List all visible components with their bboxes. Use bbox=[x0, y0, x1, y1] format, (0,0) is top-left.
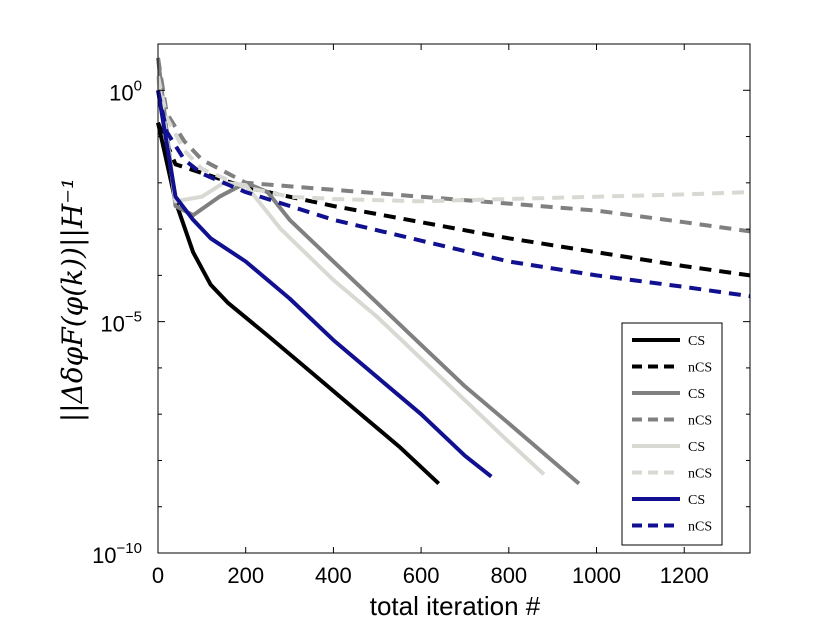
legend-label: nCS bbox=[688, 414, 712, 429]
legend: CS nCS CS nCS CS nCS CS nCS bbox=[621, 322, 723, 546]
y-tick-label: 100 bbox=[109, 77, 142, 105]
legend-label: nCS bbox=[688, 361, 712, 376]
x-tick-label: 0 bbox=[152, 563, 164, 588]
x-tick-label: 200 bbox=[227, 563, 264, 588]
legend-label: nCS bbox=[688, 520, 712, 535]
series-line-3-cs bbox=[156, 57, 581, 486]
series-line-4-ncs bbox=[156, 57, 751, 234]
axes-layer: 0 200 400 600 800 1000 1200 100 10−5 10−10 bbox=[92, 43, 751, 588]
y-tick-label: 10−10 bbox=[92, 540, 142, 568]
svg-text:||ΔδφF(φ(k))||H⁻¹: ||ΔδφF(φ(k))||H⁻¹ bbox=[56, 178, 89, 423]
series-line-7-cs bbox=[156, 89, 493, 479]
x-axis-label: total iteration # bbox=[370, 591, 541, 621]
legend-label: CS bbox=[688, 334, 705, 349]
legend-box bbox=[621, 322, 723, 546]
y-tick-label: 10−5 bbox=[100, 309, 142, 337]
x-tick-label: 1000 bbox=[572, 563, 621, 588]
legend-label: CS bbox=[688, 440, 705, 455]
legend-label: CS bbox=[688, 387, 705, 402]
series-line-8-ncs bbox=[156, 89, 751, 299]
legend-label: CS bbox=[688, 493, 705, 508]
axes-box bbox=[157, 43, 751, 554]
series-line-5-cs bbox=[156, 76, 546, 476]
x-tick-label: 1200 bbox=[660, 563, 709, 588]
y-axis-label: ||ΔδφF(φ(k))||H⁻¹ bbox=[56, 178, 89, 423]
x-tick-label: 800 bbox=[490, 563, 527, 588]
legend-label: nCS bbox=[688, 467, 712, 482]
series-line-2-ncs bbox=[156, 121, 751, 278]
series-line-1-cs bbox=[156, 122, 441, 486]
x-tick-label: 400 bbox=[315, 563, 352, 588]
x-tick-label: 600 bbox=[403, 563, 440, 588]
series-layer bbox=[156, 57, 751, 486]
